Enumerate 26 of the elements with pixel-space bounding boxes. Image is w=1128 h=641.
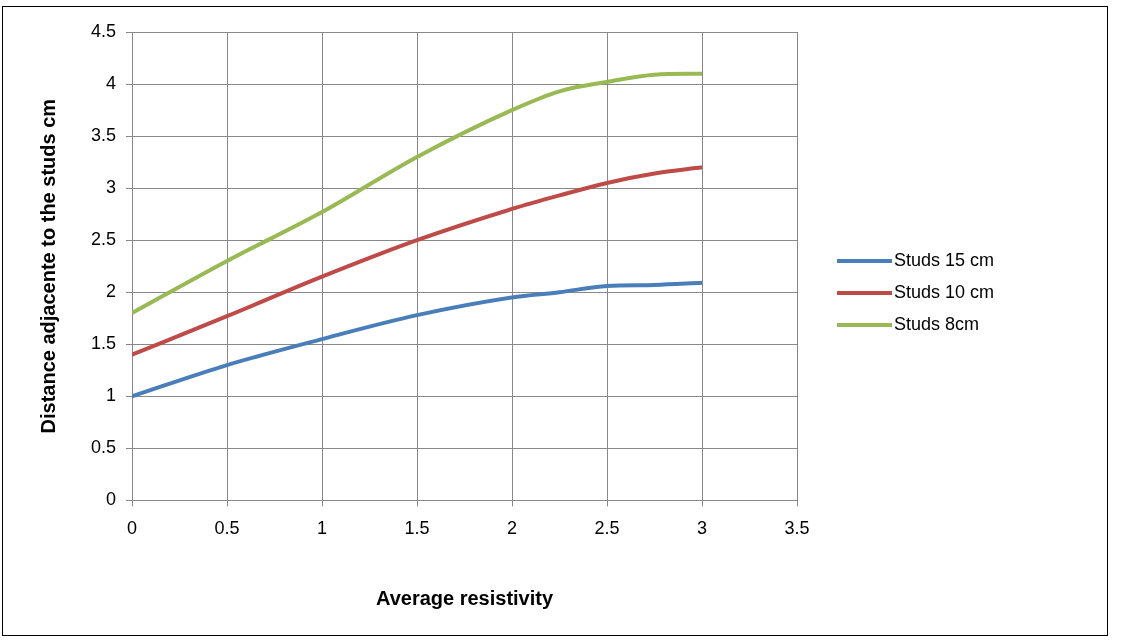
y-tick-label: 4 (106, 73, 117, 94)
y-tick-label: 2.5 (90, 229, 117, 250)
x-tick-label: 1.5 (404, 518, 430, 539)
y-tick-label: 0.5 (90, 437, 117, 458)
legend-label: Studs 10 cm (894, 281, 995, 302)
y-tick-label: 1.5 (90, 333, 117, 354)
x-tick-label: 2.5 (594, 518, 620, 539)
y-tick-label: 2 (106, 281, 117, 302)
x-tick-label: 3.5 (784, 518, 810, 539)
x-tick-label: 0.5 (214, 518, 240, 539)
y-tick-label: 3.5 (90, 125, 117, 146)
y-tick-label: 3 (106, 177, 117, 198)
x-axis-title: Average resistivity (375, 586, 554, 609)
x-tick-label: 0 (127, 518, 138, 539)
legend-label: Studs 15 cm (894, 249, 995, 270)
y-tick-label: 0 (106, 489, 117, 510)
y-tick-label: 1 (106, 385, 117, 406)
x-tick-label: 2 (507, 518, 518, 539)
y-axis-title: Distance adjacente to the studs cm (36, 98, 59, 434)
legend-label: Studs 8cm (894, 313, 980, 334)
x-tick-label: 3 (697, 518, 708, 539)
line-series (132, 280, 704, 399)
line-series (132, 165, 704, 357)
y-tick-label: 4.5 (90, 20, 117, 41)
x-tick-label: 1 (317, 518, 328, 539)
line-series (132, 71, 704, 316)
